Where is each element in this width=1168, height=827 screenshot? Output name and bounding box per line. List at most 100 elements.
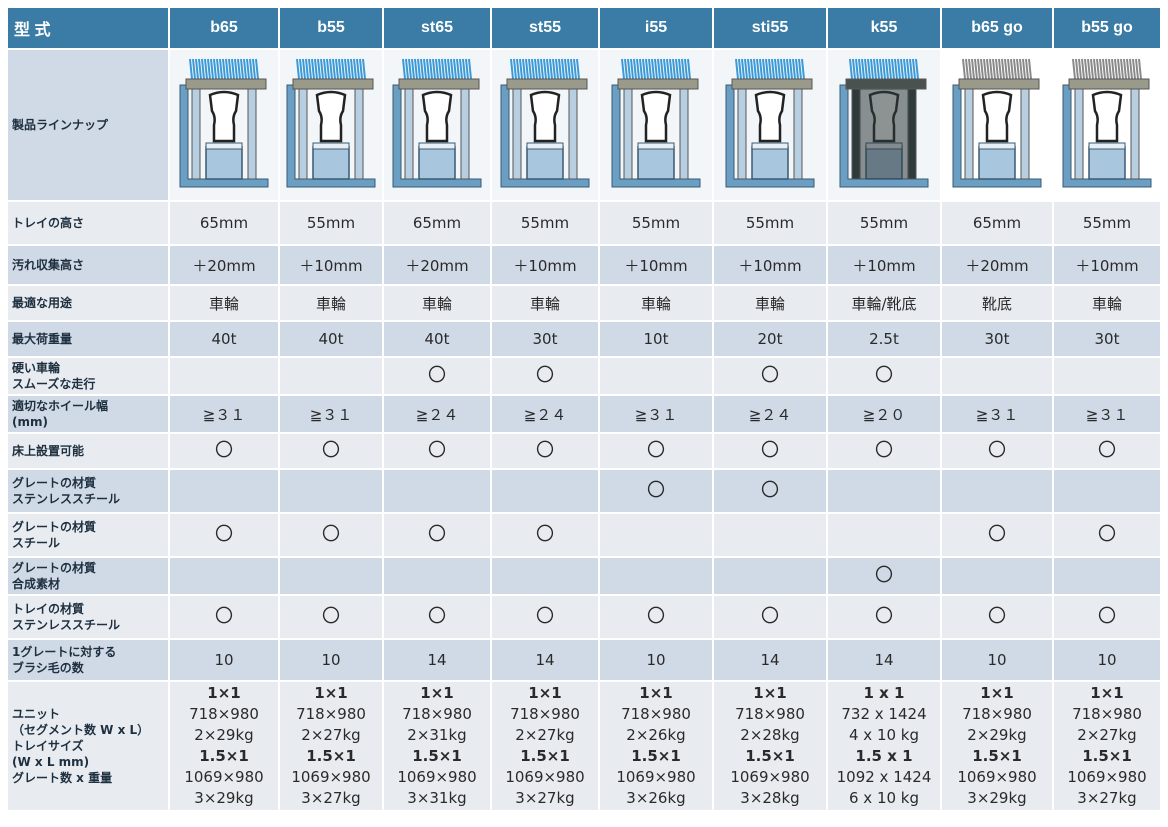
spec-label-11: 1グレートに対する ブラシ毛の数 xyxy=(6,638,170,682)
spec-value: 〇 xyxy=(598,468,714,514)
unit-value-line: 718×980 xyxy=(621,705,691,723)
unit-value-line: 1.5×1 xyxy=(520,747,570,765)
circle-mark: 〇 xyxy=(322,606,340,627)
spec-value: 〇 xyxy=(490,594,600,640)
spec-row-0: トレイの高さ 65mm 55mm 65mm 55mm 55mm 55mm 55mm 65mm 55… xyxy=(6,200,1162,246)
model-header-1: b55 xyxy=(278,6,384,50)
product-st65-illustration xyxy=(392,58,482,188)
unit-value-line: 2×27kg xyxy=(515,726,575,744)
product-b65go-illustration xyxy=(952,58,1042,188)
unit-value-line: 718×980 xyxy=(510,705,580,723)
lineup-cell-0 xyxy=(168,48,280,202)
unit-value-line: 718×980 xyxy=(962,705,1032,723)
model-header-label: 型 式 xyxy=(6,6,170,50)
unit-value-line: 1.5×1 xyxy=(631,747,681,765)
model-header-7: b65 go xyxy=(940,6,1054,50)
unit-label: ユニット （セグメント数 W x L） トレイサイズ (W x L mm) グレート数 … xyxy=(6,680,170,812)
unit-value-line: 718×980 xyxy=(402,705,472,723)
spec-value: ＋10mm xyxy=(490,244,600,286)
unit-value: 1×1 718×980 2×27kg 1.5×1 1069×980 3×27kg xyxy=(278,680,384,812)
lineup-cell-7 xyxy=(940,48,1054,202)
spec-value: ＋10mm xyxy=(598,244,714,286)
unit-value-line: 1×1 xyxy=(980,684,1014,702)
spec-value: ≧３１ xyxy=(1052,394,1162,434)
unit-value-line: 1×1 xyxy=(639,684,673,702)
spec-value: 〇 xyxy=(382,512,492,558)
spec-value xyxy=(168,356,280,396)
spec-row-10: トレイの材質 ステンレススチール 〇 〇 〇 〇 〇 〇 〇 〇 〇 xyxy=(6,594,1162,640)
unit-value: 1×1 718×980 2×29kg 1.5×1 1069×980 3×29kg xyxy=(940,680,1054,812)
spec-value: 14 xyxy=(490,638,600,682)
spec-value: ≧３１ xyxy=(168,394,280,434)
circle-mark: 〇 xyxy=(875,565,893,586)
circle-mark: 〇 xyxy=(875,606,893,627)
spec-value: ＋20mm xyxy=(168,244,280,286)
unit-label-line: (W x L mm) xyxy=(12,755,90,769)
unit-value-line: 1069×980 xyxy=(730,768,810,786)
spec-value: 14 xyxy=(382,638,492,682)
model-header-2: st65 xyxy=(382,6,492,50)
product-st55-illustration xyxy=(500,58,590,188)
circle-mark: 〇 xyxy=(647,480,665,501)
unit-value-line: 1069×980 xyxy=(184,768,264,786)
model-header-8: b55 go xyxy=(1052,6,1162,50)
spec-value: 車輪 xyxy=(712,284,828,322)
unit-value-line: 1×1 xyxy=(314,684,348,702)
spec-value xyxy=(1052,356,1162,396)
spec-value: ≧２４ xyxy=(490,394,600,434)
spec-label-line: グレートの材質 xyxy=(12,476,97,490)
circle-mark: 〇 xyxy=(428,365,446,386)
lineup-row: 製品ラインナップ xyxy=(6,48,1162,202)
spec-value: 〇 xyxy=(1052,432,1162,470)
circle-mark: 〇 xyxy=(761,480,779,501)
spec-value: 車輪 xyxy=(598,284,714,322)
circle-mark: 〇 xyxy=(428,606,446,627)
spec-value: 10 xyxy=(940,638,1054,682)
spec-value: 14 xyxy=(826,638,942,682)
spec-value: ＋20mm xyxy=(382,244,492,286)
lineup-cell-4 xyxy=(598,48,714,202)
spec-value: 〇 xyxy=(168,432,280,470)
unit-value: 1×1 718×980 2×27kg 1.5×1 1069×980 3×27kg xyxy=(490,680,600,812)
spec-row-1: 汚れ収集高さ ＋20mm ＋10mm ＋20mm ＋10mm ＋10mm ＋10mm ＋10m… xyxy=(6,244,1162,286)
spec-label-line: ブラシ毛の数 xyxy=(12,661,84,675)
spec-row-11: 1グレートに対する ブラシ毛の数 10 10 14 14 10 14 14 10 10 xyxy=(6,638,1162,682)
spec-value: ≧３１ xyxy=(940,394,1054,434)
spec-value: 40t xyxy=(278,320,384,358)
spec-row-3: 最大荷重量 40t 40t 40t 30t 10t 20t 2.5t 30t 30t xyxy=(6,320,1162,358)
spec-label-4: 硬い車輪 スムーズな走行 xyxy=(6,356,170,396)
spec-value xyxy=(940,468,1054,514)
unit-row: ユニット （セグメント数 W x L） トレイサイズ (W x L mm) グレート数 … xyxy=(6,680,1162,812)
spec-label-line: 床上設置可能 xyxy=(12,444,85,458)
spec-value: ＋10mm xyxy=(826,244,942,286)
circle-mark: 〇 xyxy=(1098,440,1116,461)
spec-label-1: 汚れ収集高さ xyxy=(6,244,170,286)
spec-label-6: 床上設置可能 xyxy=(6,432,170,470)
unit-label-line: （セグメント数 W x L） xyxy=(12,723,150,737)
spec-value: 30t xyxy=(940,320,1054,358)
spec-value xyxy=(382,468,492,514)
unit-value-line: 1.5×1 xyxy=(199,747,249,765)
spec-value: 65mm xyxy=(940,200,1054,246)
spec-row-5: 適切なホイール幅 (mm) ≧３１ ≧３１ ≧２４ ≧２４ ≧３１ ≧２４ ≧２０ ≧３１ ≧３１ xyxy=(6,394,1162,434)
spec-value xyxy=(1052,468,1162,514)
spec-value: 車輪 xyxy=(168,284,280,322)
spec-value: 10 xyxy=(278,638,384,682)
spec-label-9: グレートの材質 合成素材 xyxy=(6,556,170,596)
spec-label-line: 合成素材 xyxy=(12,577,61,591)
spec-value: 10 xyxy=(598,638,714,682)
spec-label-line: グレートの材質 xyxy=(12,520,97,534)
spec-value: 〇 xyxy=(712,468,828,514)
model-header-0: b65 xyxy=(168,6,280,50)
unit-value-line: 2×31kg xyxy=(407,726,467,744)
circle-mark: 〇 xyxy=(536,606,554,627)
circle-mark: 〇 xyxy=(988,440,1006,461)
spec-value xyxy=(278,356,384,396)
spec-value: 靴底 xyxy=(940,284,1054,322)
spec-value: 40t xyxy=(168,320,280,358)
spec-value: 〇 xyxy=(940,432,1054,470)
unit-value-line: 1.5×1 xyxy=(972,747,1022,765)
circle-mark: 〇 xyxy=(647,440,665,461)
spec-value: 〇 xyxy=(490,432,600,470)
product-b65-illustration xyxy=(179,58,269,188)
